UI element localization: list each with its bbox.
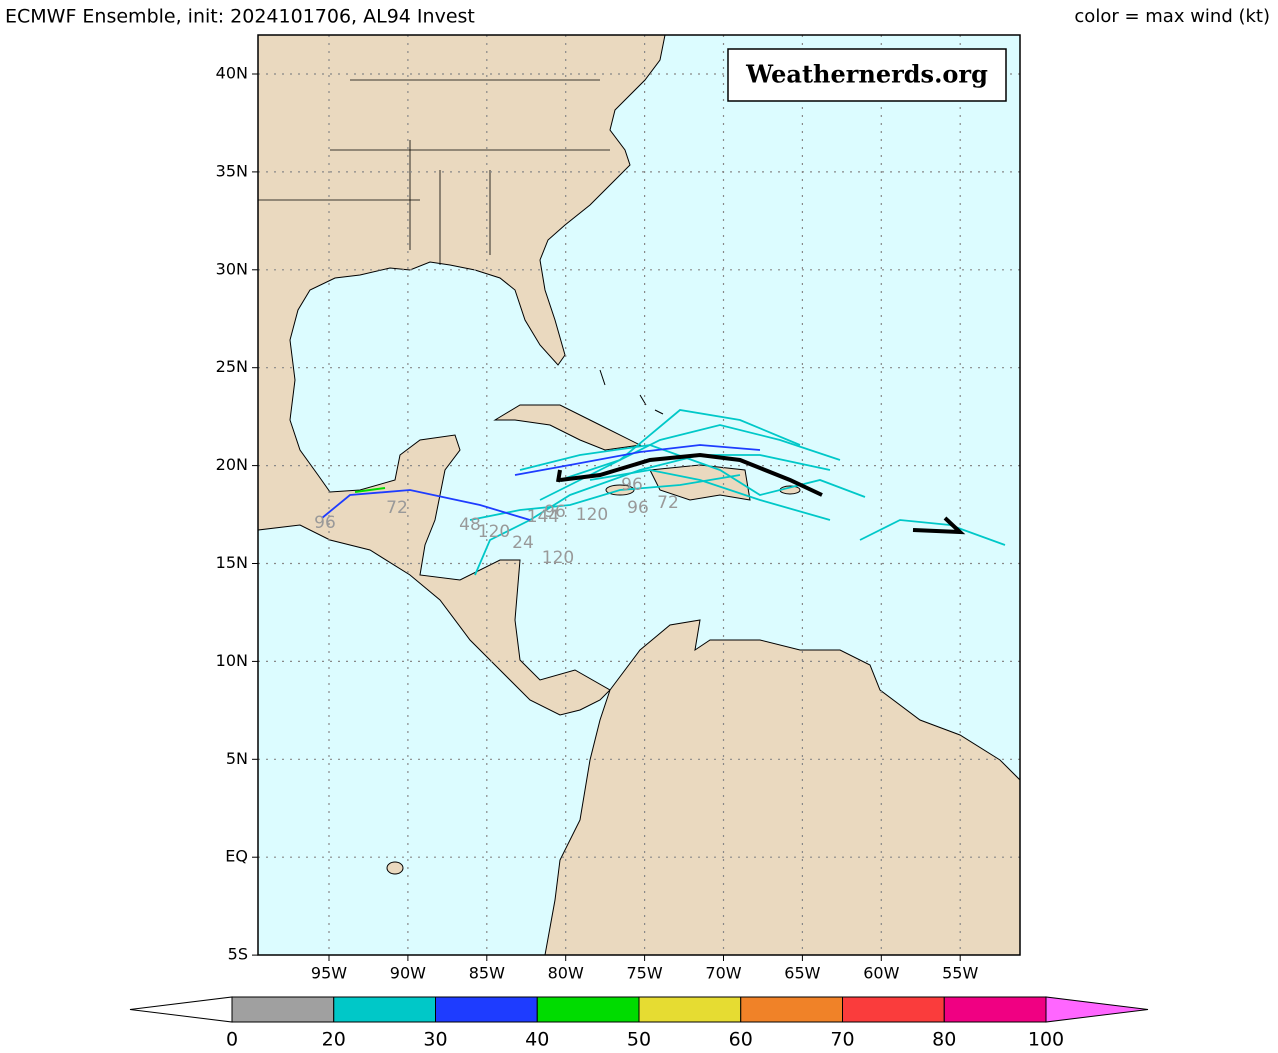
lat-label: EQ	[225, 847, 248, 866]
title: ECMWF Ensemble, init: 2024101706, AL94 I…	[5, 6, 475, 28]
colorbar-segment	[435, 996, 538, 1023]
colorbar-segment	[231, 996, 335, 1023]
colorbar-label: 60	[729, 1029, 753, 1051]
legend-note: color = max wind (kt)	[1074, 6, 1270, 27]
track-label: 120	[542, 548, 574, 568]
track-label: 96	[544, 502, 566, 522]
track-label: 48	[459, 515, 481, 535]
lon-label: 55W	[942, 964, 978, 983]
colorbar-label: 50	[627, 1029, 651, 1051]
colorbar-label: 40	[525, 1029, 549, 1051]
colorbar-segment	[943, 996, 1047, 1023]
colorbar-over	[1045, 996, 1149, 1023]
lat-label: 30N	[216, 259, 248, 278]
lat-label: 40N	[216, 64, 248, 83]
colorbar-label: 20	[322, 1029, 346, 1051]
track-label: 96	[627, 498, 649, 518]
lon-label: 75W	[627, 964, 663, 983]
lon-label: 90W	[390, 964, 426, 983]
lat-label: 15N	[216, 553, 248, 572]
lat-label: 25N	[216, 357, 248, 376]
colorbar-label: 80	[932, 1029, 956, 1051]
colorbar-segment	[536, 996, 640, 1023]
track-label: 144	[527, 507, 559, 527]
track-label: 120	[478, 522, 510, 542]
lat-label: 35N	[216, 161, 248, 180]
colorbar-label: 0	[226, 1029, 238, 1051]
lat-label: 10N	[216, 651, 248, 670]
watermark: Weathernerds.org	[745, 60, 988, 89]
track-label: 96	[621, 475, 643, 495]
graticule: 40N 35N 30N 25N 20N 15N 10N 5N EQ 5S 95W 90W 85W 80W 7…	[216, 35, 1020, 983]
colorbar-segment	[333, 996, 436, 1023]
lon-label: 70W	[705, 964, 741, 983]
lon-label: 60W	[863, 964, 899, 983]
lat-label: 5S	[228, 945, 248, 964]
lat-label: 20N	[216, 455, 248, 474]
colorbar-segment	[638, 996, 742, 1023]
colorbar-label: 70	[830, 1029, 854, 1051]
colorbar-segment	[740, 996, 843, 1023]
colorbar-segment	[842, 996, 945, 1023]
colorbar-under	[129, 996, 233, 1023]
track-label: 24	[512, 533, 534, 553]
lon-label: 80W	[548, 964, 584, 983]
track-label: 72	[657, 493, 679, 513]
track-label: 96	[314, 513, 336, 533]
colorbar-label: 100	[1028, 1029, 1064, 1051]
lat-label: 5N	[226, 749, 248, 768]
track-label: 72	[386, 498, 408, 518]
lon-label: 65W	[784, 964, 820, 983]
track-label: 120	[576, 505, 608, 525]
ensemble-tracks	[321, 409, 1006, 576]
colorbar-label: 30	[423, 1029, 447, 1051]
watermark-box	[727, 48, 1007, 102]
lon-label: 95W	[311, 964, 347, 983]
map-frame	[257, 34, 1021, 956]
lon-label: 85W	[469, 964, 505, 983]
colorbar: 0 20 30 40 50 60 70 80 100	[129, 996, 1149, 1051]
